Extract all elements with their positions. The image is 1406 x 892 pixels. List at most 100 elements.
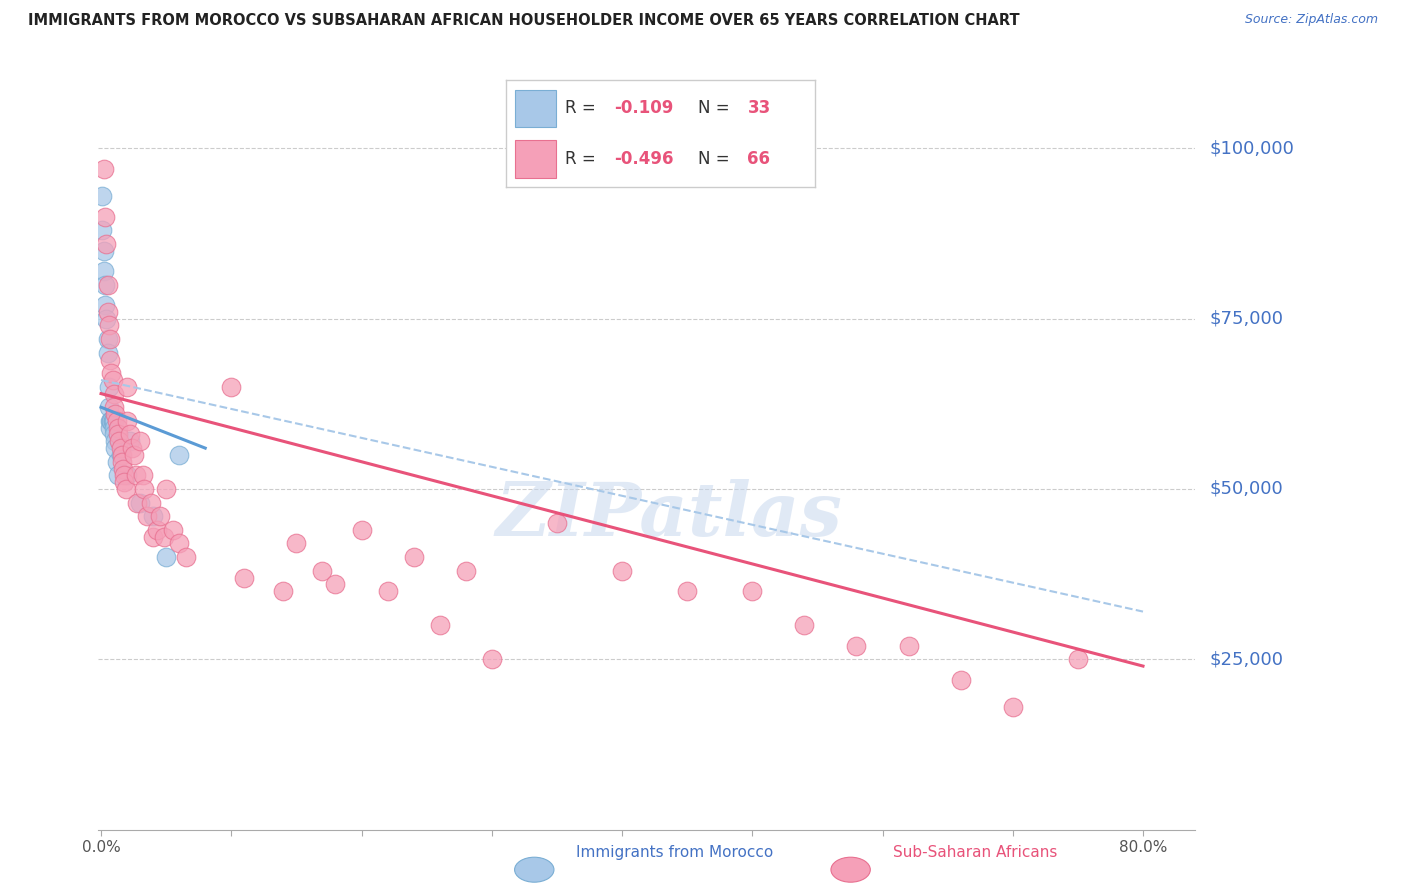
Point [125, 468, 148, 483]
Point [174, 550, 197, 565]
Bar [516, 90, 555, 128]
Point [115, 414, 138, 428]
Point [146, 523, 169, 537]
Point [100, 414, 122, 428]
Point [350, 523, 373, 537]
Point [91, 223, 114, 237]
Point [97, 318, 120, 333]
Point [93, 244, 115, 258]
Text: $100,000: $100,000 [1209, 139, 1294, 157]
Point [610, 564, 633, 578]
Point [103, 420, 125, 434]
Text: ZIPatlas: ZIPatlas [495, 479, 842, 551]
Point [139, 495, 162, 509]
Point [107, 420, 129, 434]
Point [96, 332, 118, 346]
Point [122, 448, 145, 462]
Point [107, 468, 129, 483]
Point [103, 401, 125, 415]
Point [152, 530, 174, 544]
Point [91, 189, 114, 203]
Point [546, 516, 568, 530]
Ellipse shape [831, 857, 870, 882]
Text: -0.496: -0.496 [614, 150, 673, 168]
Point [135, 509, 157, 524]
Point [104, 441, 127, 455]
Text: Sub-Saharan Africans: Sub-Saharan Africans [893, 846, 1057, 860]
Point [949, 673, 972, 687]
Text: Immigrants from Morocco: Immigrants from Morocco [576, 846, 773, 860]
Text: $25,000: $25,000 [1209, 650, 1284, 668]
Text: 33: 33 [748, 99, 770, 117]
Point [100, 414, 122, 428]
Point [98, 414, 121, 428]
Text: $50,000: $50,000 [1209, 480, 1282, 498]
Point [94, 277, 117, 292]
Point [115, 380, 138, 394]
Point [93, 264, 115, 278]
Text: R =: R = [565, 150, 600, 168]
Point [167, 448, 190, 462]
Point [325, 577, 347, 591]
Point [97, 380, 120, 394]
Point [167, 536, 190, 550]
Point [219, 380, 242, 394]
Point [129, 434, 152, 449]
Point [110, 441, 132, 455]
Point [103, 414, 125, 428]
Text: Source: ZipAtlas.com: Source: ZipAtlas.com [1244, 13, 1378, 27]
Point [93, 161, 115, 176]
Point [1001, 700, 1024, 714]
Point [897, 639, 920, 653]
Point [118, 427, 141, 442]
Point [233, 570, 256, 584]
Point [118, 434, 141, 449]
Point [101, 414, 124, 428]
Point [101, 414, 124, 428]
Point [100, 414, 122, 428]
Point [100, 366, 122, 380]
Point [108, 434, 131, 449]
Point [111, 448, 134, 462]
Point [96, 277, 118, 292]
Point [377, 584, 399, 599]
Point [155, 482, 177, 496]
Point [402, 550, 425, 565]
Point [149, 509, 172, 524]
Point [96, 345, 118, 359]
Point [121, 441, 143, 455]
Point [105, 414, 128, 428]
Point [104, 407, 127, 421]
Point [103, 427, 125, 442]
Point [112, 461, 135, 475]
Point [273, 584, 295, 599]
Text: 66: 66 [748, 150, 770, 168]
Point [741, 584, 763, 599]
Point [98, 420, 121, 434]
Point [845, 639, 868, 653]
Point [454, 564, 477, 578]
Point [429, 618, 451, 632]
Point [96, 236, 118, 251]
Point [481, 652, 503, 666]
Point [142, 509, 165, 524]
Point [127, 495, 149, 509]
Text: IMMIGRANTS FROM MOROCCO VS SUBSAHARAN AFRICAN HOUSEHOLDER INCOME OVER 65 YEARS C: IMMIGRANTS FROM MOROCCO VS SUBSAHARAN AF… [28, 13, 1019, 29]
Point [285, 536, 308, 550]
Point [94, 298, 117, 312]
Point [131, 468, 153, 483]
Point [1067, 652, 1090, 666]
Point [311, 564, 333, 578]
Point [96, 305, 118, 319]
Point [114, 482, 136, 496]
Point [107, 427, 129, 442]
Text: N =: N = [697, 150, 735, 168]
Text: $75,000: $75,000 [1209, 310, 1284, 327]
Text: R =: R = [565, 99, 600, 117]
Point [96, 311, 118, 326]
Point [115, 468, 138, 483]
Point [162, 523, 184, 537]
Point [676, 584, 699, 599]
Text: -0.109: -0.109 [614, 99, 673, 117]
Point [104, 434, 127, 449]
